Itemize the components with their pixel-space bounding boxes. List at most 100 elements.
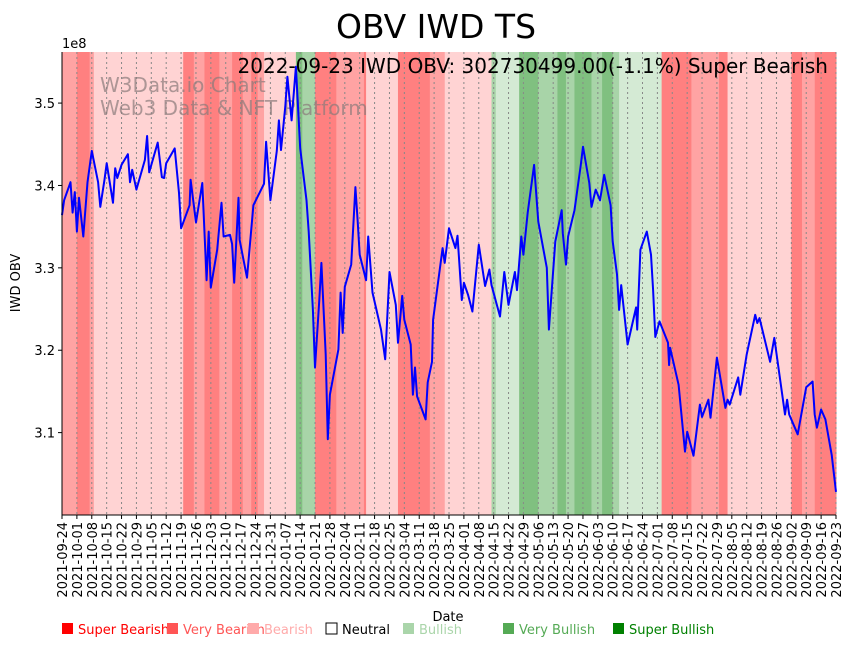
band-very-bearish: [336, 52, 365, 515]
legend-label: Super Bearish: [78, 623, 169, 638]
x-tick-label: 2022-06-24: [637, 522, 652, 598]
x-tick-label: 2022-03-04: [398, 522, 413, 598]
x-tick-label: 2022-03-11: [413, 522, 428, 598]
legend-swatch: [403, 623, 414, 634]
band-bearish: [264, 52, 297, 515]
x-tick-label: 2022-09-02: [785, 522, 800, 598]
x-tick-label: 2022-02-18: [369, 522, 384, 598]
legend-label: Very Bearish: [183, 623, 265, 638]
x-tick-label: 2022-05-20: [562, 522, 577, 598]
x-tick-label: 2021-12-03: [205, 522, 220, 598]
x-tick-label: 2021-10-29: [130, 522, 145, 598]
x-tick-label: 2021-10-01: [71, 522, 86, 598]
legend: Super Bearish Very Bearish Bearish Neutral B…: [62, 622, 714, 638]
legend-item-neutral: Neutral: [325, 622, 390, 638]
legend-swatch: [167, 623, 178, 634]
legend-item-super-bullish: Super Bullish: [613, 623, 714, 638]
x-tick-label: 2021-11-26: [190, 522, 205, 598]
watermark-line-1: W3Data.io Chart: [100, 73, 266, 97]
band-bearish: [727, 52, 792, 515]
x-tick-label: 2022-09-09: [800, 522, 815, 598]
band-bullish: [495, 52, 520, 515]
x-tick-label: 2022-09-23: [830, 522, 845, 598]
x-tick-label: 2022-06-03: [592, 522, 607, 598]
band-super-bearish: [251, 52, 259, 515]
x-tick-label: 2022-07-01: [651, 522, 666, 598]
band-super-bearish: [76, 52, 91, 515]
x-tick-label: 2022-07-15: [681, 522, 696, 598]
y-tick-label: 3.3: [34, 262, 55, 277]
x-tick-label: 2022-01-21: [309, 522, 324, 598]
band-very-bearish: [62, 52, 78, 515]
chart-title: OBV IWD TS: [336, 7, 536, 46]
x-tick-label: 2022-07-08: [666, 522, 681, 598]
legend-item-bearish: Bearish: [248, 623, 313, 638]
x-tick-label: 2022-04-29: [517, 522, 532, 598]
band-super-bullish: [557, 52, 567, 515]
band-very-bullish: [612, 52, 620, 515]
y-tick-label: 3.4: [34, 179, 55, 194]
x-ticks: 2021-09-24 2021-10-01 2021-10-08 2021-10-15…: [56, 515, 845, 598]
x-tick-label: 2021-12-17: [235, 522, 250, 598]
x-tick-label: 2021-09-24: [56, 522, 71, 598]
y-axis-label: IWD OBV: [9, 254, 24, 313]
x-tick-label: 2021-12-10: [220, 522, 235, 598]
band-very-bearish: [801, 52, 816, 515]
x-tick-label: 2022-01-14: [294, 522, 309, 598]
band-very-bullish: [565, 52, 575, 515]
legend-item-super-bearish: Super Bearish: [62, 623, 169, 638]
x-tick-label: 2022-02-11: [354, 522, 369, 598]
x-tick-label: 2022-07-29: [711, 522, 726, 598]
band-very-bearish: [257, 52, 265, 515]
watermark-line-2: Web3 Data & NFT Platform: [100, 96, 368, 120]
x-tick-label: 2021-11-05: [145, 522, 160, 598]
x-tick-label: 2021-10-15: [101, 522, 116, 598]
band-very-bullish: [591, 52, 603, 515]
x-tick-label: 2022-08-19: [756, 522, 771, 598]
x-tick-label: 2022-04-08: [473, 522, 488, 598]
x-tick-label: 2022-05-27: [577, 522, 592, 598]
legend-swatch: [62, 623, 73, 634]
y-tick-label: 3.2: [34, 344, 55, 359]
legend-item-bullish: Bullish: [403, 623, 462, 638]
legend-item-very-bullish: Very Bullish: [503, 623, 595, 638]
band-super-bearish: [814, 52, 837, 515]
legend-label: Bullish: [419, 623, 462, 638]
x-tick-label: 2022-02-25: [383, 522, 398, 598]
band-super-bearish: [232, 52, 244, 515]
band-super-bullish: [519, 52, 539, 515]
y-offset-label: 1e8: [62, 37, 87, 52]
band-super-bearish: [363, 52, 367, 515]
band-super-bearish: [791, 52, 803, 515]
x-tick-label: 2022-03-18: [428, 522, 443, 598]
legend-swatch: [503, 623, 514, 634]
x-axis-label: Date: [432, 610, 463, 625]
band-very-bearish: [242, 52, 252, 515]
x-tick-label: 2021-12-24: [250, 522, 265, 598]
band-very-bearish: [193, 52, 205, 515]
legend-swatch: [613, 623, 624, 634]
x-tick-label: 2022-04-01: [458, 522, 473, 598]
x-tick-label: 2022-08-12: [741, 522, 756, 598]
x-tick-label: 2021-11-19: [175, 522, 190, 598]
x-tick-label: 2022-09-16: [815, 522, 830, 598]
x-tick-label: 2021-11-12: [160, 522, 175, 598]
x-tick-label: 2022-01-28: [324, 522, 339, 598]
latest-annotation: 2022-09-23 IWD OBV: 302730499.00(-1.1%) …: [238, 54, 828, 78]
x-tick-label: 2022-05-06: [532, 522, 547, 598]
band-super-bearish: [397, 52, 431, 515]
legend-label: Bearish: [264, 623, 313, 638]
x-tick-label: 2022-04-15: [488, 522, 503, 598]
y-tick-label: 3.1: [34, 427, 55, 442]
x-tick-label: 2021-10-22: [116, 522, 131, 598]
x-tick-label: 2022-03-25: [443, 522, 458, 598]
legend-label: Super Bullish: [629, 623, 714, 638]
legend-swatch: [248, 623, 259, 634]
y-ticks: 3.1 3.2 3.3 3.4 3.5: [34, 97, 62, 442]
x-tick-label: 2022-06-10: [607, 522, 622, 598]
x-tick-label: 2021-10-08: [86, 522, 101, 598]
band-super-bearish: [183, 52, 195, 515]
band-very-bullish: [302, 52, 316, 515]
legend-swatch: [325, 622, 338, 635]
